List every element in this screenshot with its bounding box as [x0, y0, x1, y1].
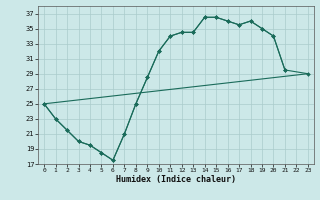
X-axis label: Humidex (Indice chaleur): Humidex (Indice chaleur)	[116, 175, 236, 184]
